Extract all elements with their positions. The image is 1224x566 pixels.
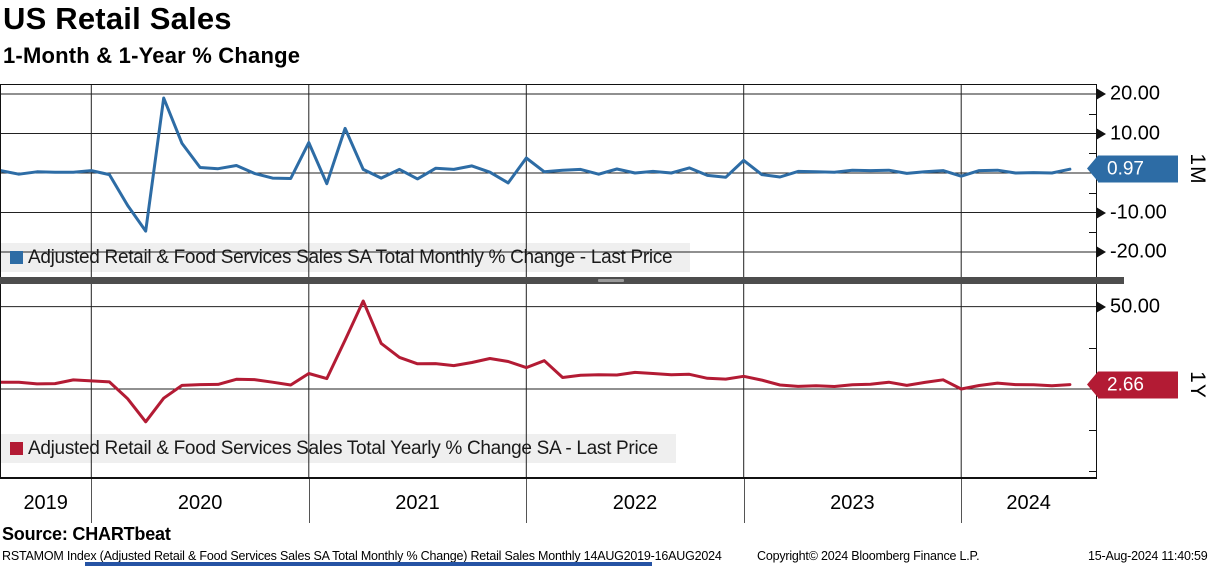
taskbar-edge-strip [85, 562, 652, 566]
ticker-description: RSTAMOM Index (Adjusted Retail & Food Se… [2, 549, 722, 563]
top-frame-line [0, 84, 1097, 85]
y-axis-tick-label: 20.00 [1110, 82, 1161, 105]
monthly-axis-side-label: 1M [1186, 153, 1209, 185]
monthly-series-line [0, 96, 1072, 233]
yearly-last-price-value: 2.66 [1098, 371, 1178, 399]
monthly-last-price-value: 0.97 [1098, 155, 1178, 183]
timestamp: 15-Aug-2024 11:40:59 [1088, 549, 1208, 563]
x-axis-year-tick [743, 479, 745, 523]
x-axis-year-label: 2020 [177, 492, 223, 514]
page-subtitle: 1-Month & 1-Year % Change [3, 43, 301, 68]
legend-row-yearly[interactable]: Adjusted Retail & Food Services Sales To… [0, 434, 658, 463]
y-axis-tick-arrow-icon [1096, 300, 1106, 313]
monthly-tag-pointer-icon [1087, 155, 1098, 182]
x-axis-year-label: 2023 [830, 492, 875, 514]
x-axis-year-tick [526, 479, 528, 523]
legend-strip-monthly-bg [0, 243, 690, 272]
yearly-tag-pointer-icon [1087, 371, 1098, 398]
yearly-chart-panel [0, 284, 1096, 478]
page-title: US Retail Sales [3, 1, 232, 36]
x-axis-year-label: 2021 [395, 492, 440, 514]
y-axis-tick-label: 50.00 [1110, 295, 1161, 318]
y-axis-minor-tick [1089, 192, 1097, 194]
y-axis-tick-label: -10.00 [1110, 201, 1167, 223]
y-axis-minor-tick [1089, 430, 1097, 432]
y-axis-minor-tick [1089, 471, 1097, 473]
x-axis [0, 477, 1097, 479]
y-axis-minor-tick [1089, 232, 1097, 234]
x-axis-year-tick [91, 479, 93, 523]
copyright-notice: Copyright© 2024 Bloomberg Finance L.P. [757, 549, 980, 563]
y-axis-tick-label: 10.00 [1110, 122, 1161, 144]
yearly-axis-side-label: 1Y [1186, 370, 1209, 399]
y-axis-minor-tick [1089, 347, 1097, 349]
x-axis-year-tick [308, 479, 310, 523]
y-axis-tick-label: -20.00 [1110, 240, 1167, 263]
y-axis-tick-arrow-icon [1096, 246, 1106, 258]
monthly-series-swatch-icon [10, 251, 23, 264]
source-attribution: Source: CHARTbeat [2, 524, 171, 544]
yearly-series-line [0, 299, 1072, 424]
x-axis-year-tick [961, 479, 963, 523]
y-axis-minor-tick [1089, 153, 1097, 155]
separator-drag-handle-icon[interactable] [598, 279, 624, 282]
y-axis-minor-tick [1089, 113, 1097, 115]
y-axis-tick-arrow-icon [1096, 127, 1106, 140]
panel-separator [0, 277, 1124, 284]
legend-strip-yearly-bg [0, 434, 676, 463]
legend-label-yearly: Adjusted Retail & Food Services Sales To… [28, 437, 658, 459]
y-axis-tick-arrow-icon [1096, 88, 1106, 100]
x-axis-year-label: 2022 [612, 492, 658, 514]
x-axis-year-label: 2024 [1006, 492, 1051, 514]
x-axis-year-label: 2019 [23, 492, 68, 514]
monthly-chart-panel [0, 84, 1096, 277]
y-axis-tick-arrow-icon [1096, 206, 1106, 219]
yearly-series-swatch-icon [10, 442, 23, 455]
legend-row-monthly[interactable]: Adjusted Retail & Food Services Sales SA… [0, 243, 673, 272]
legend-label-monthly: Adjusted Retail & Food Services Sales SA… [28, 246, 673, 268]
